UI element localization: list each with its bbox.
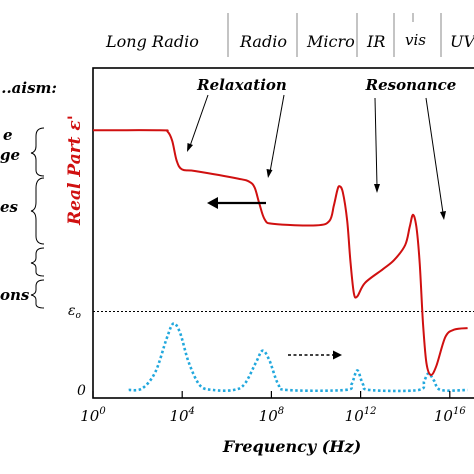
arrowhead: [374, 184, 380, 193]
resonance-arrow: [425, 97, 444, 214]
x-tick-label: 100: [80, 406, 106, 425]
arrowhead: [333, 350, 342, 360]
arrowhead: [207, 197, 218, 209]
arrowhead: [187, 143, 193, 152]
band-label-uv: UV: [450, 32, 474, 51]
y-tick-label-zero: 0: [77, 383, 86, 399]
x-axis-label: Frequency (Hz): [222, 437, 361, 456]
arrowhead: [266, 169, 273, 178]
mechanism-brace: [30, 247, 45, 277]
x-tick-label: 1012: [345, 406, 377, 425]
spectrum-band-bar: Long Radio Radio Micro IR vis UV: [105, 13, 474, 57]
mechanism-label: es: [0, 198, 19, 216]
arrowhead: [440, 211, 446, 220]
plot-frame: [92, 67, 474, 399]
resonance-label: Resonance: [365, 76, 457, 94]
x-tick-label: 108: [259, 406, 284, 425]
x-tick-label: 1016: [434, 406, 466, 425]
imaginary-part-curve: [128, 322, 468, 393]
y-axis-label: Real Part ε': [65, 115, 85, 226]
mechanism-brace: [30, 127, 45, 177]
y-tick-label-epsilon0: εo: [68, 303, 82, 321]
annotation-arrows: [187, 94, 446, 220]
band-label-long-radio: Long Radio: [105, 32, 199, 51]
relaxation-arrow: [189, 94, 209, 147]
mechanism-column: ...aism: e ge es ons: [0, 79, 57, 309]
mechanism-label: e: [3, 126, 13, 144]
mechanism-brace: [30, 177, 45, 245]
mechanism-label: ons: [0, 286, 30, 304]
band-label-radio: Radio: [239, 32, 287, 51]
band-label-micro: Micro: [306, 32, 355, 51]
x-tick-label: 104: [169, 406, 194, 425]
mechanism-label: ge: [0, 146, 20, 164]
mechanism-heading: ...aism:: [0, 79, 57, 97]
mechanism-brace: [30, 279, 45, 309]
real-part-curve: [92, 129, 468, 376]
x-axis-ticks: 100 104 108 1012 1016: [80, 391, 466, 425]
relaxation-label: Relaxation: [196, 76, 287, 94]
band-label-ir: IR: [366, 32, 385, 51]
resonance-arrow: [374, 97, 378, 187]
relaxation-arrow: [269, 94, 285, 173]
band-label-vis: vis: [405, 31, 426, 49]
